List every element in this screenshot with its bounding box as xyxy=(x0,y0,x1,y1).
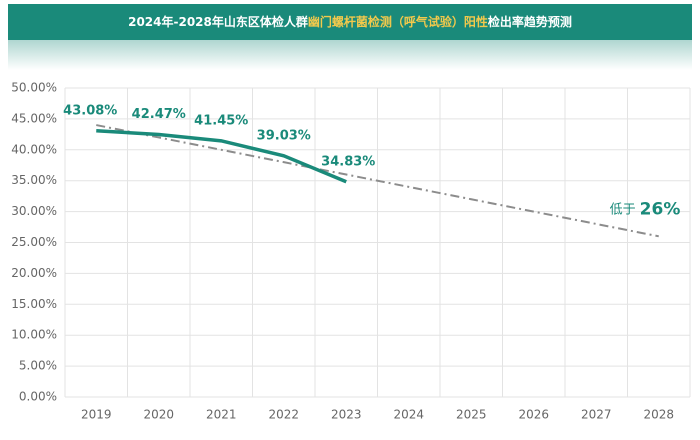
value-label: 42.47% xyxy=(132,107,186,122)
annotation-value: 26% xyxy=(640,199,681,219)
banner-fade xyxy=(8,40,692,70)
y-tick-label: 40.00% xyxy=(11,142,57,156)
value-label: 43.08% xyxy=(63,103,117,118)
x-tick-label: 2028 xyxy=(643,408,674,422)
annotation: 低于 26% xyxy=(610,199,681,219)
y-tick-label: 50.00% xyxy=(11,81,57,95)
y-tick-label: 30.00% xyxy=(11,204,57,218)
x-tick-label: 2027 xyxy=(581,408,612,422)
x-tick-label: 2024 xyxy=(393,408,424,422)
y-tick-label: 15.00% xyxy=(11,297,57,311)
x-tick-label: 2021 xyxy=(206,408,237,422)
value-label: 34.83% xyxy=(321,154,375,169)
y-tick-label: 35.00% xyxy=(11,173,57,187)
x-tick-label: 2026 xyxy=(518,408,549,422)
x-tick-label: 2023 xyxy=(331,408,362,422)
x-tick-label: 2020 xyxy=(143,408,174,422)
y-tick-label: 45.00% xyxy=(11,111,57,125)
y-tick-label: 10.00% xyxy=(11,328,57,342)
chart-title: 2024年-2028年山东区体检人群幽门螺杆菌检测（呼气试验）阳性检出率趋势预测 xyxy=(128,14,572,29)
title-part: 检出率趋势预测 xyxy=(488,14,572,29)
x-tick-label: 2022 xyxy=(268,408,299,422)
title-banner xyxy=(8,4,692,40)
title-part: 幽门螺杆菌检测（呼气试验）阳性 xyxy=(308,14,488,29)
y-tick-label: 25.00% xyxy=(11,235,57,249)
value-label: 41.45% xyxy=(194,113,248,128)
y-tick-label: 5.00% xyxy=(19,359,57,373)
trend-line xyxy=(96,124,659,238)
value-label: 39.03% xyxy=(257,128,311,143)
x-tick-label: 2019 xyxy=(81,408,112,422)
data-line xyxy=(96,129,347,184)
title-part: 2024年-2028年山东区体检人群 xyxy=(128,14,308,29)
x-tick-label: 2025 xyxy=(456,408,487,422)
y-tick-label: 0.00% xyxy=(19,390,57,404)
annotation-text: 低于 xyxy=(610,202,636,217)
y-tick-label: 20.00% xyxy=(11,266,57,280)
